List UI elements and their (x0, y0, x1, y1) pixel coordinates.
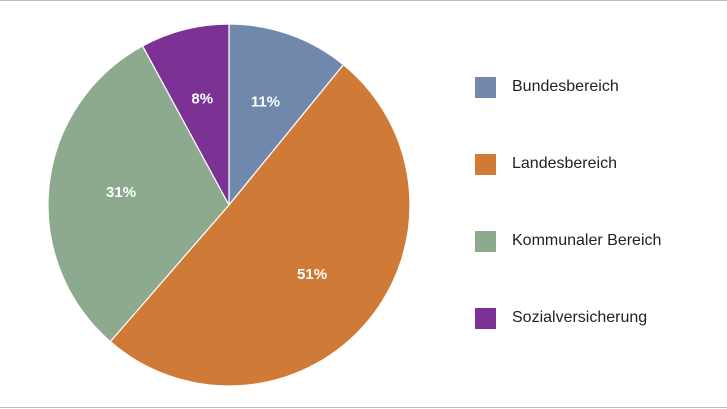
legend-label: Kommunaler Bereich (512, 232, 661, 249)
pie-slice (47, 45, 230, 343)
legend-label: Bundesbereich (512, 78, 619, 95)
value-label: 31% (106, 184, 136, 201)
pie-slice (109, 63, 411, 387)
pie-slice (228, 23, 345, 207)
value-label: 11% (251, 94, 280, 111)
value-label: 8% (191, 91, 213, 108)
legend-swatch (475, 154, 496, 175)
legend-swatch (475, 77, 496, 98)
legend-label: Landesbereich (512, 155, 617, 172)
value-label: 51% (297, 266, 327, 283)
legend-label: Sozialversicherung (512, 309, 647, 326)
pie-slice (141, 23, 230, 206)
legend-swatch (475, 308, 496, 329)
legend-swatch (475, 231, 496, 252)
